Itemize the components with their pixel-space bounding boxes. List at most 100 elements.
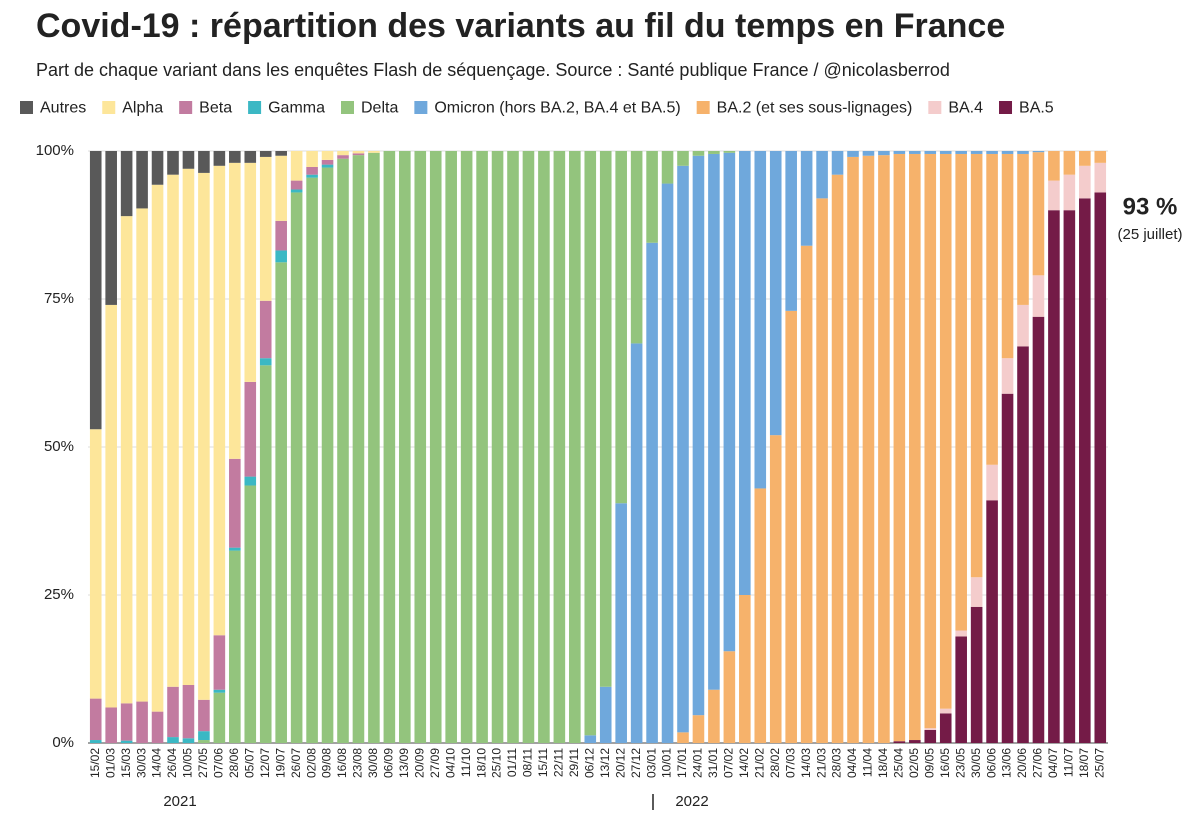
bar-segment (275, 220, 287, 251)
bar-segment (831, 151, 844, 175)
x-tick-label: 14/04 (150, 748, 164, 778)
bar-segment (800, 151, 813, 246)
bar-segment (708, 153, 720, 690)
bar-segment (1017, 304, 1029, 347)
bar-segment (1032, 152, 1045, 276)
x-tick-label: 27/05 (196, 748, 210, 778)
bar-segment (1094, 162, 1107, 193)
bar-segment (213, 151, 226, 166)
bar-segment (321, 167, 334, 744)
bar-segment (491, 151, 504, 743)
x-tick-label: 26/04 (165, 748, 179, 778)
x-tick-label: 18/04 (876, 748, 890, 778)
x-tick-label: 25/07 (1092, 748, 1106, 778)
bar-segment (275, 250, 287, 263)
bar-segment (939, 713, 952, 743)
bar-segment (785, 151, 797, 311)
bar-segment (229, 458, 241, 548)
annotation-note: (25 juillet) (1117, 226, 1182, 243)
bar-segment (290, 192, 303, 743)
bar-segment (105, 707, 117, 743)
bar-segment (89, 429, 102, 699)
x-tick-label: 28/03 (830, 748, 844, 778)
bar-segment (1063, 174, 1076, 211)
x-tick-label: 06/09 (382, 748, 396, 778)
bar-segment (909, 153, 921, 741)
bar-segment (939, 708, 952, 714)
bar-segment (337, 158, 349, 744)
bar-segment (198, 731, 210, 741)
x-tick-label: 02/08 (304, 748, 318, 778)
bar-segment (151, 151, 164, 185)
bar-segment (599, 686, 612, 743)
bar-segment (306, 177, 318, 743)
x-tick-label: 08/11 (521, 748, 535, 777)
bar-segment (800, 245, 813, 743)
bar-segment (769, 151, 782, 436)
bar-segment (522, 151, 535, 743)
legend-label: BA.4 (948, 100, 983, 117)
bar-segment (321, 159, 334, 165)
bar-segment (306, 151, 318, 167)
x-tick-label: 25/04 (892, 748, 906, 778)
bar-segment (337, 155, 349, 159)
bar-segment (677, 165, 689, 733)
legend-swatch (179, 101, 193, 114)
bar-segment (1032, 316, 1045, 743)
bar-segment (306, 166, 318, 175)
x-tick-label: 01/03 (103, 748, 117, 778)
bar-segment (924, 728, 937, 730)
bar-segment (986, 153, 998, 465)
bar-segment (893, 741, 906, 743)
x-tick-label: 30/05 (969, 748, 983, 778)
bar-segment (785, 310, 797, 743)
x-tick-label: 04/07 (1046, 748, 1060, 778)
x-tick-label: 20/12 (613, 748, 627, 778)
bar-segment (352, 155, 365, 744)
bar-segment (893, 151, 906, 154)
bar-segment (182, 684, 195, 739)
bar-segment (105, 304, 117, 708)
x-tick-label: 15/03 (119, 748, 133, 778)
bar-segment (816, 198, 828, 744)
legend-label: BA.2 (et ses sous-lignages) (717, 100, 913, 117)
x-tick-label: 15/02 (88, 748, 102, 778)
y-tick-label: 25% (44, 586, 74, 603)
chart-subtitle: Part de chaque variant dans les enquêtes… (36, 60, 950, 80)
bar-segment (661, 183, 674, 743)
bar-segment (692, 155, 705, 716)
bar-segment (831, 174, 844, 743)
bar-segment (151, 711, 164, 743)
x-tick-label: 11/04 (861, 748, 875, 777)
bar-segment (708, 689, 720, 743)
x-tick-label: 10/05 (181, 748, 195, 778)
bar-segment (986, 151, 998, 154)
bar-segment (1001, 153, 1014, 359)
x-tick-label: 27/09 (428, 748, 442, 778)
bar-segment (1032, 275, 1045, 317)
bar-segment (847, 151, 859, 157)
bar-segment (955, 153, 967, 631)
x-tick-label: 06/12 (582, 748, 596, 778)
x-tick-label: 16/08 (335, 748, 349, 778)
bar-segment (429, 151, 442, 743)
bar-segment (646, 151, 658, 243)
legend-label: Autres (40, 100, 86, 117)
bar-segment (151, 184, 164, 712)
bar-segment (229, 162, 241, 459)
bar-segment (352, 153, 365, 156)
bar-segment (198, 699, 210, 732)
x-tick-label: 04/10 (443, 748, 457, 778)
bar-segment (909, 740, 921, 743)
bar-segment (275, 151, 287, 156)
bar-segment (677, 732, 689, 743)
bar-segment (89, 151, 102, 430)
legend-swatch (928, 101, 942, 114)
bar-segment (1001, 393, 1014, 743)
bar-segment (136, 151, 148, 209)
y-tick-label: 50% (44, 438, 74, 455)
x-tick-label: 25/10 (490, 748, 504, 778)
legend-swatch (102, 101, 116, 114)
bar-segment (955, 636, 967, 743)
